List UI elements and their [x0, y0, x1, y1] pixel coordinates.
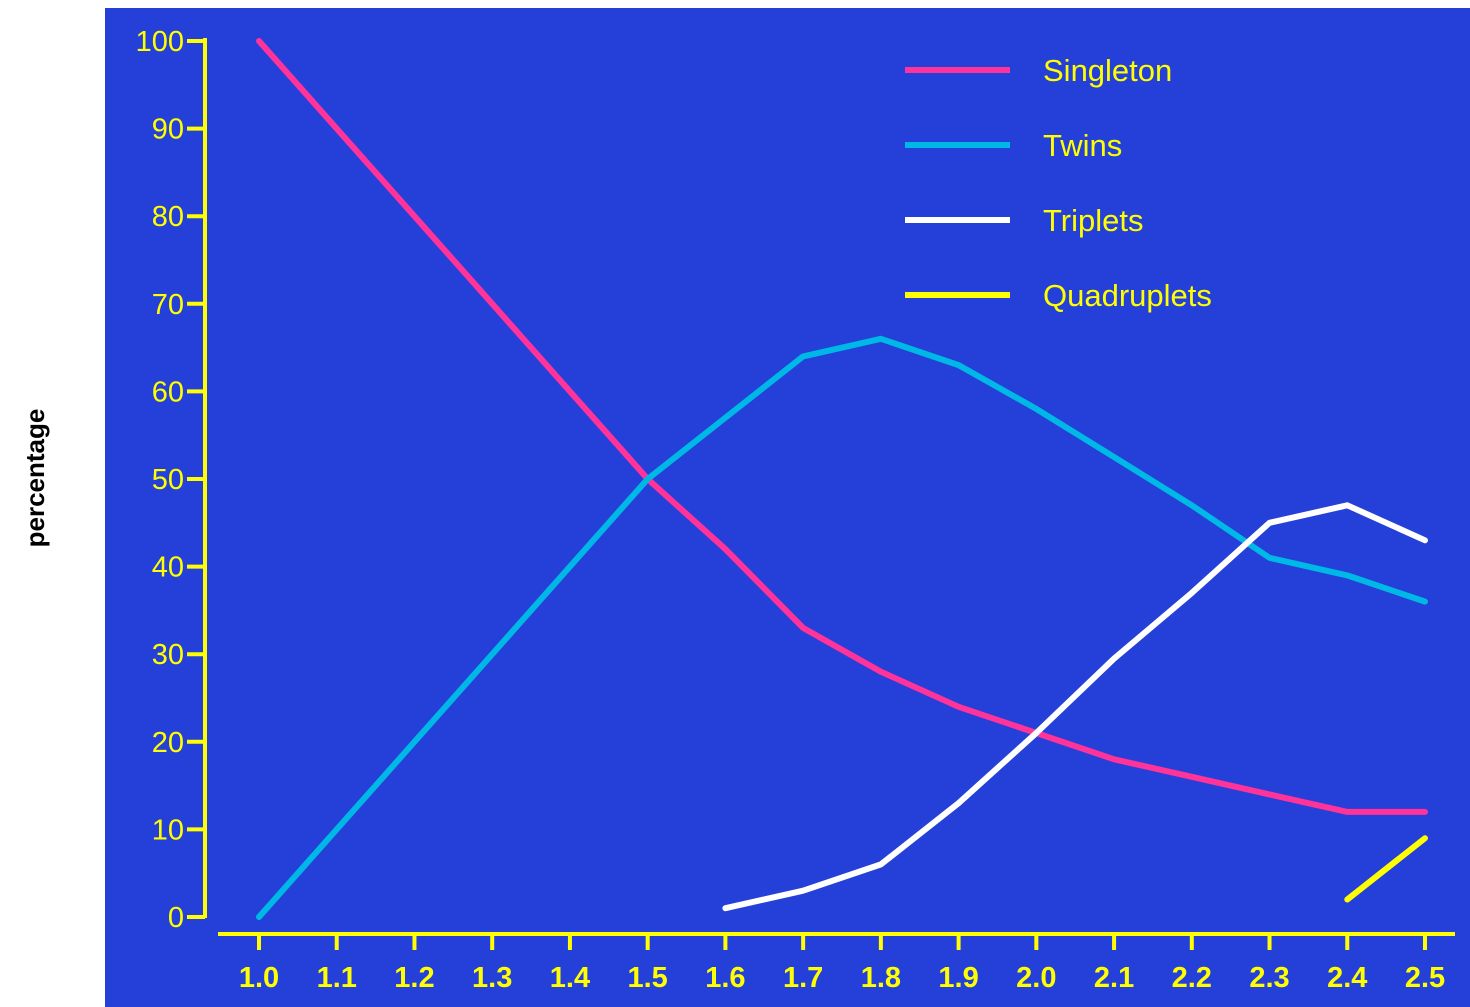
legend: Singleton Twins Triplets Quadruplets	[905, 53, 1212, 313]
x-tick-label: 1.1	[317, 962, 357, 994]
series-line-quadruplets	[1344, 835, 1428, 903]
legend-label-quadruplets: Quadruplets	[1043, 278, 1212, 313]
y-axis-label: percentage	[20, 409, 50, 548]
y-tick-label: 20	[152, 727, 184, 759]
y-tick-label: 100	[136, 26, 184, 58]
x-tick-label: 1.8	[861, 962, 901, 994]
plot-background	[105, 8, 1470, 1007]
y-tick-label: 50	[152, 464, 184, 496]
y-axis-ticks: 0 10 20 30 40 50 60 70 80 90 100	[136, 26, 205, 934]
y-tick-label: 80	[152, 201, 184, 233]
x-tick-label: 1.7	[783, 962, 823, 994]
y-tick-label: 90	[152, 114, 184, 146]
x-tick-label: 2.1	[1094, 962, 1134, 994]
legend-label-twins: Twins	[1043, 128, 1122, 163]
x-tick-label: 2.2	[1172, 962, 1212, 994]
x-tick-label: 2.4	[1327, 962, 1367, 994]
series-lines	[256, 38, 1428, 920]
x-axis-ticks: 1.0 1.1 1.2 1.3 1.4 1.5 1.6 1.7 1.8 1.9 2.0 2.1 2.2 2…	[239, 934, 1445, 994]
legend-label-triplets: Triplets	[1043, 203, 1143, 238]
x-tick-label: 2.0	[1016, 962, 1056, 994]
y-tick-label: 30	[152, 639, 184, 671]
x-tick-label: 1.6	[705, 962, 745, 994]
y-tick-label: 10	[152, 814, 184, 846]
series-line-singleton	[256, 38, 1428, 815]
x-tick-label: 1.3	[472, 962, 512, 994]
y-tick-label: 40	[152, 552, 184, 584]
x-tick-label: 1.0	[239, 962, 279, 994]
series-line-triplets	[722, 502, 1428, 912]
y-tick-label: 70	[152, 289, 184, 321]
y-tick-label: 60	[152, 376, 184, 408]
x-tick-label: 2.5	[1405, 962, 1445, 994]
legend-label-singleton: Singleton	[1043, 53, 1172, 88]
series-line-twins	[256, 335, 1428, 920]
x-tick-label: 1.4	[550, 962, 590, 994]
x-tick-label: 1.9	[938, 962, 978, 994]
y-tick-label: 0	[168, 902, 184, 934]
x-tick-label: 2.3	[1249, 962, 1289, 994]
x-tick-label: 1.2	[394, 962, 434, 994]
x-tick-label: 1.5	[628, 962, 668, 994]
